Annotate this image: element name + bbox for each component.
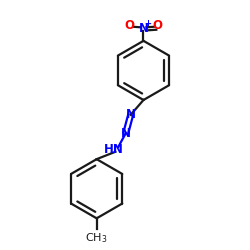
Text: HN: HN	[104, 143, 124, 156]
Text: O: O	[124, 19, 134, 32]
Text: CH$_3$: CH$_3$	[86, 231, 108, 245]
Text: N: N	[126, 108, 136, 121]
Text: N: N	[138, 22, 148, 35]
Text: +: +	[144, 18, 152, 28]
Text: O: O	[153, 19, 163, 32]
Text: N: N	[121, 127, 131, 140]
